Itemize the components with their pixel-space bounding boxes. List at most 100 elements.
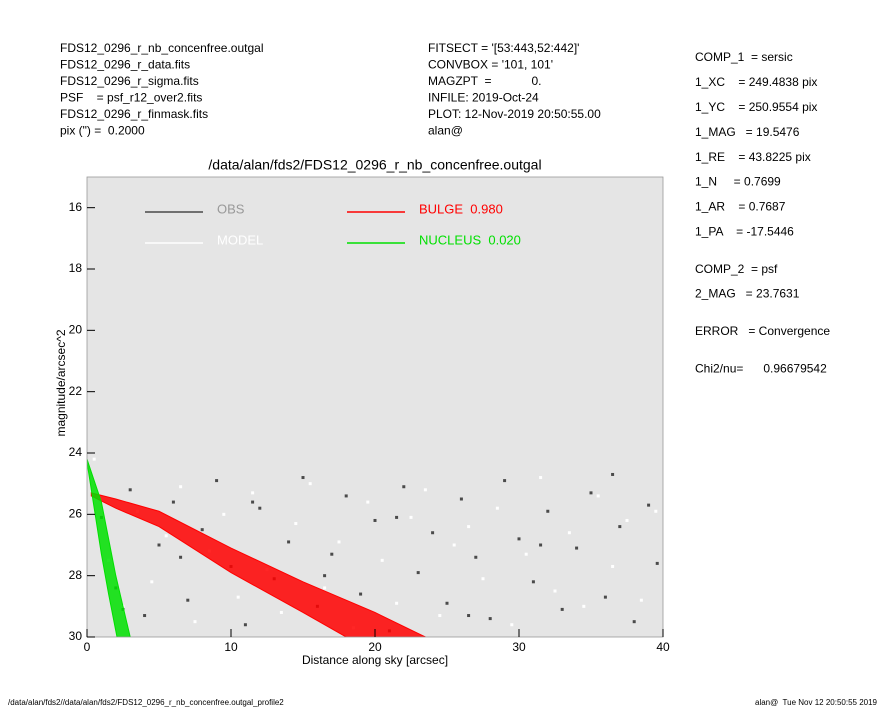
fit-parameter: 2_MAG = 23.7631 <box>695 287 800 301</box>
data-point <box>539 543 543 547</box>
header-middle-line: INFILE: 2019-Oct-24 <box>428 91 539 105</box>
header-middle-line: alan@ <box>428 124 463 138</box>
header-left-line: FDS12_0296_r_finmask.fits <box>60 107 208 121</box>
header-middle-line: FITSECT = '[53:443,52:442]' <box>428 41 579 55</box>
data-point <box>409 515 413 519</box>
data-point <box>344 494 348 498</box>
x-tick-label: 40 <box>656 640 670 654</box>
x-tick-label: 30 <box>512 640 526 654</box>
chart-title: /data/alan/fds2/FDS12_0296_r_nb_concenfr… <box>208 157 541 173</box>
data-point <box>251 491 255 495</box>
data-point <box>582 604 586 608</box>
data-point <box>258 506 262 510</box>
data-point <box>459 497 463 501</box>
data-point <box>251 500 255 504</box>
data-point <box>575 546 579 550</box>
header-left-line: FDS12_0296_r_nb_concenfree.outgal <box>60 41 263 55</box>
data-point <box>423 488 427 492</box>
data-point <box>618 525 622 529</box>
legend-label: NUCLEUS 0.020 <box>419 232 521 247</box>
data-point <box>193 620 197 624</box>
data-point <box>308 482 312 486</box>
data-point <box>438 614 442 618</box>
header-middle-line: PLOT: 12-Nov-2019 20:50:55.00 <box>428 107 601 121</box>
y-tick-label: 24 <box>69 445 83 459</box>
data-point <box>236 595 240 599</box>
data-point <box>632 620 636 624</box>
data-point <box>603 595 607 599</box>
x-tick-label: 20 <box>368 640 382 654</box>
data-point <box>611 564 615 568</box>
header-left-line: PSF = psf_r12_over2.fits <box>60 91 202 105</box>
model-band <box>90 492 426 637</box>
data-point <box>596 494 600 498</box>
data-point <box>323 586 327 590</box>
data-point <box>655 561 659 565</box>
data-point <box>179 555 183 559</box>
plot-area <box>87 177 663 637</box>
footer-left: /data/alan/fds2//data/alan/fds2/FDS12_02… <box>8 698 284 707</box>
header-middle-line: CONVBOX = '101, 101' <box>428 58 553 72</box>
fit-parameter: 1_YC = 250.9554 pix <box>695 100 817 114</box>
fit-parameter: 1_PA = -17.5446 <box>695 224 794 238</box>
data-point <box>474 555 478 559</box>
fit-parameter: Chi2/nu= 0.96679542 <box>695 361 827 375</box>
data-point <box>625 518 629 522</box>
data-point <box>171 500 175 504</box>
data-point <box>222 512 226 516</box>
x-tick-label: 0 <box>84 640 91 654</box>
data-point <box>323 574 327 578</box>
fit-parameter: COMP_1 = sersic <box>695 50 793 64</box>
data-point <box>611 472 615 476</box>
data-point <box>200 528 204 532</box>
x-axis-label: Distance along sky [arcsec] <box>302 653 448 667</box>
fit-parameter: COMP_2 = psf <box>695 262 778 276</box>
fit-parameter: ERROR = Convergence <box>695 324 830 338</box>
data-point <box>243 623 247 627</box>
fit-parameter: 1_N = 0.7699 <box>695 175 781 189</box>
y-tick-label: 16 <box>69 200 83 214</box>
data-point <box>150 580 154 584</box>
model-band <box>87 458 131 637</box>
y-tick-label: 18 <box>69 261 83 275</box>
data-point <box>164 534 168 538</box>
y-tick-label: 26 <box>69 507 83 521</box>
x-tick-label: 10 <box>224 640 238 654</box>
y-tick-label: 28 <box>69 568 83 582</box>
y-tick-label: 30 <box>69 629 83 643</box>
data-point <box>639 598 643 602</box>
fit-parameter: 1_MAG = 19.5476 <box>695 125 800 139</box>
data-point <box>402 485 406 489</box>
data-point <box>143 614 147 618</box>
data-point <box>647 503 651 507</box>
data-point <box>157 543 161 547</box>
header-left-line: FDS12_0296_r_sigma.fits <box>60 74 199 88</box>
data-point <box>179 485 183 489</box>
legend-label: OBS <box>217 201 245 216</box>
data-point <box>467 614 471 618</box>
data-point <box>445 601 449 605</box>
data-point <box>395 515 399 519</box>
data-point <box>524 552 528 556</box>
data-point <box>452 543 456 547</box>
data-point <box>359 592 363 596</box>
data-point <box>560 607 564 611</box>
data-point <box>294 522 298 526</box>
data-point <box>495 506 499 510</box>
fit-parameter: 1_AR = 0.7687 <box>695 200 786 214</box>
data-point <box>215 479 219 483</box>
data-point <box>553 589 557 593</box>
y-tick-label: 20 <box>69 323 83 337</box>
fit-parameter: 1_RE = 43.8225 pix <box>695 150 811 164</box>
data-point <box>589 491 593 495</box>
y-tick-label: 22 <box>69 384 83 398</box>
data-point <box>287 540 291 544</box>
data-point <box>366 500 370 504</box>
data-point <box>488 617 492 621</box>
data-point <box>337 540 341 544</box>
fit-parameter: 1_XC = 249.4838 pix <box>695 75 817 89</box>
data-point <box>481 577 485 581</box>
data-point <box>92 457 96 461</box>
data-point <box>654 509 658 513</box>
